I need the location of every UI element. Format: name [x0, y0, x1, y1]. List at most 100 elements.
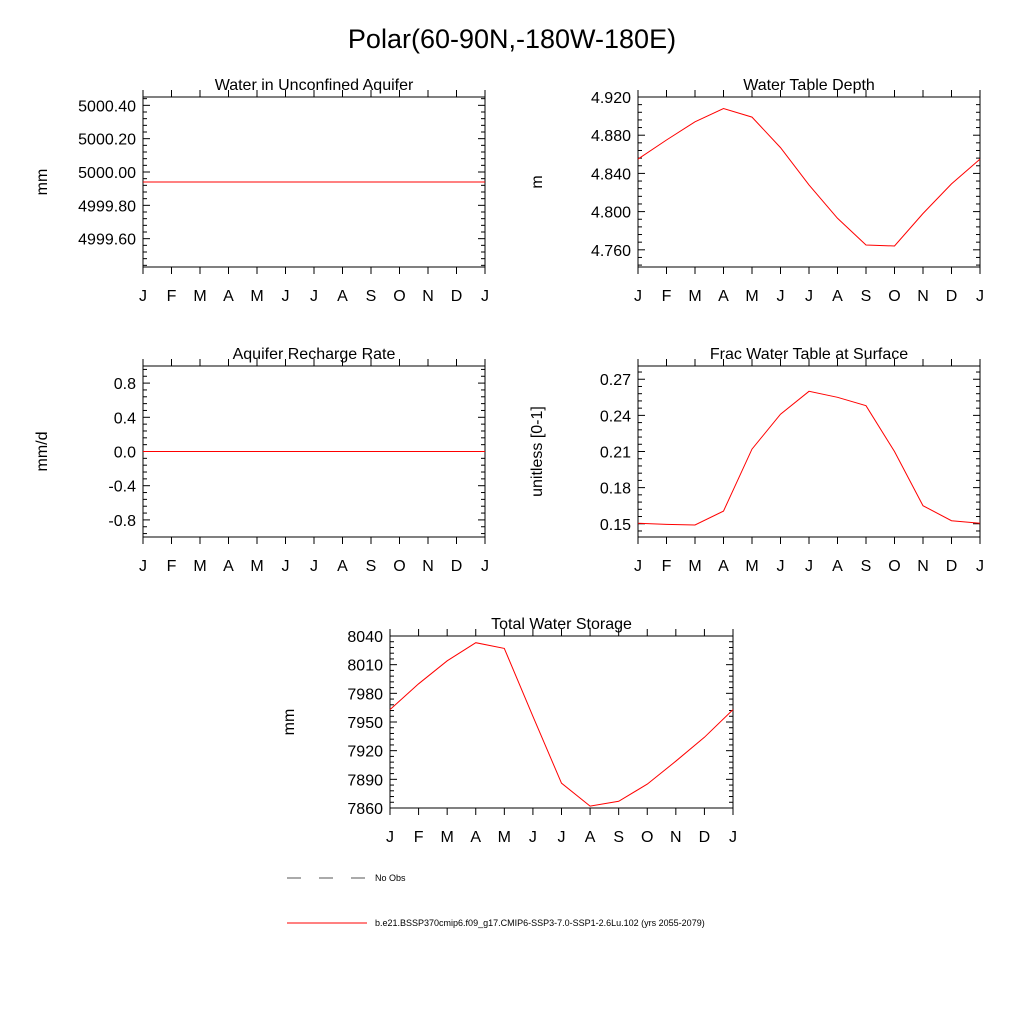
y-tick-label: -0.8 [108, 513, 136, 530]
x-tick-label: A [337, 288, 348, 305]
x-tick-label: S [366, 288, 377, 305]
x-tick-label: J [282, 288, 290, 305]
x-tick-label: M [250, 288, 263, 305]
y-tick-label: 4.760 [591, 243, 631, 260]
x-tick-label: J [282, 558, 290, 575]
y-tick-label: 4999.80 [78, 198, 136, 215]
x-tick-label: J [976, 558, 984, 575]
panel-title: Aquifer Recharge Rate [233, 346, 396, 363]
y-tick-label: 0.27 [600, 372, 631, 389]
x-tick-label: M [250, 558, 263, 575]
series-line [637, 390, 981, 526]
x-tick-label: J [777, 558, 785, 575]
panel-frac-water-table-surface: Frac Water Table at Surface unitless [0-1… [529, 346, 984, 575]
x-tick-label: O [888, 558, 900, 575]
x-tick-label: J [729, 829, 737, 846]
x-tick-label: J [805, 288, 813, 305]
x-tick-label: S [613, 829, 624, 846]
x-tick-label: D [451, 288, 463, 305]
x-tick-label: N [422, 558, 434, 575]
y-tick-label: 0.15 [600, 517, 631, 534]
x-tick-label: A [337, 558, 348, 575]
x-tick-label: D [451, 558, 463, 575]
x-tick-label: J [139, 558, 147, 575]
x-tick-label: J [310, 288, 318, 305]
y-axis-label: mm [34, 169, 51, 196]
x-tick-label: A [832, 288, 843, 305]
x-tick-label: F [662, 288, 672, 305]
x-tick-label: F [414, 829, 424, 846]
y-tick-label: 0.8 [114, 376, 136, 393]
x-tick-label: J [529, 829, 537, 846]
x-tick-label: M [498, 829, 511, 846]
y-axis-label: unitless [0-1] [529, 406, 546, 497]
legend: No Obs b.e21.BSSP370cmip6.f09_g17.CMIP6-… [287, 873, 705, 928]
y-tick-label: 7950 [347, 715, 383, 732]
x-tick-label: J [386, 829, 394, 846]
panel-title: Frac Water Table at Surface [710, 346, 908, 363]
x-tick-label: M [745, 288, 758, 305]
x-tick-label: J [976, 288, 984, 305]
x-tick-label: O [393, 558, 405, 575]
y-tick-label: 0.24 [600, 408, 631, 425]
plot-frame [637, 96, 981, 268]
x-tick-label: A [718, 288, 729, 305]
y-tick-label: 7980 [347, 686, 383, 703]
x-tick-label: J [634, 288, 642, 305]
x-tick-label: A [585, 829, 596, 846]
panel-aquifer-recharge-rate: Aquifer Recharge Rate mm/d -0.8 -0.4 0.0 0.4 0… [34, 346, 489, 575]
figure-title: Polar(60-90N,-180W-180E) [348, 24, 676, 54]
x-tick-label: A [223, 558, 234, 575]
x-tick-label: M [441, 829, 454, 846]
x-tick-label: M [745, 558, 758, 575]
x-tick-label: J [805, 558, 813, 575]
panel-title: Water Table Depth [743, 77, 875, 94]
x-tick-label: F [662, 558, 672, 575]
x-tick-label: A [470, 829, 481, 846]
y-axis-label: m [529, 175, 546, 188]
x-tick-label: F [167, 558, 177, 575]
legend-no-obs-label: No Obs [375, 873, 406, 883]
panel-water-unconfined-aquifer: Water in Unconfined Aquifer mm 4999.60 4999… [34, 77, 489, 305]
y-tick-label: 5000.20 [78, 132, 136, 149]
y-tick-label: 7860 [347, 801, 383, 818]
x-tick-label: A [223, 288, 234, 305]
x-tick-label: M [688, 558, 701, 575]
y-tick-label: 4.920 [591, 90, 631, 107]
y-tick-label: -0.4 [108, 479, 136, 496]
y-tick-label: 0.0 [114, 445, 136, 462]
y-tick-label: 0.18 [600, 481, 631, 498]
y-tick-label: 0.21 [600, 445, 631, 462]
y-axis-label: mm [281, 709, 298, 736]
x-tick-label: N [917, 558, 929, 575]
x-tick-label: N [670, 829, 682, 846]
panel-total-water-storage: Total Water Storage mm 7860 7890 7920 7950 798… [281, 616, 737, 846]
y-tick-label: 5000.40 [78, 98, 136, 115]
y-tick-label: 5000.00 [78, 165, 136, 182]
x-tick-label: J [634, 558, 642, 575]
x-tick-label: F [167, 288, 177, 305]
x-tick-label: J [481, 288, 489, 305]
x-tick-label: D [946, 558, 958, 575]
y-tick-label: 8010 [347, 658, 383, 675]
y-tick-label: 0.4 [114, 410, 136, 427]
x-tick-label: S [366, 558, 377, 575]
legend-series-label: b.e21.BSSP370cmip6.f09_g17.CMIP6-SSP3-7.… [375, 918, 705, 928]
y-tick-label: 4.880 [591, 128, 631, 145]
x-tick-label: N [917, 288, 929, 305]
panel-title: Total Water Storage [491, 616, 632, 633]
x-tick-label: O [393, 288, 405, 305]
x-tick-label: M [193, 288, 206, 305]
x-tick-label: J [558, 829, 566, 846]
x-tick-label: S [861, 288, 872, 305]
x-tick-label: J [481, 558, 489, 575]
y-tick-label: 4.800 [591, 205, 631, 222]
x-tick-label: O [641, 829, 653, 846]
x-tick-label: N [422, 288, 434, 305]
x-tick-label: A [832, 558, 843, 575]
x-tick-label: D [699, 829, 711, 846]
series-line [389, 642, 734, 807]
y-tick-label: 7920 [347, 744, 383, 761]
x-tick-label: S [861, 558, 872, 575]
